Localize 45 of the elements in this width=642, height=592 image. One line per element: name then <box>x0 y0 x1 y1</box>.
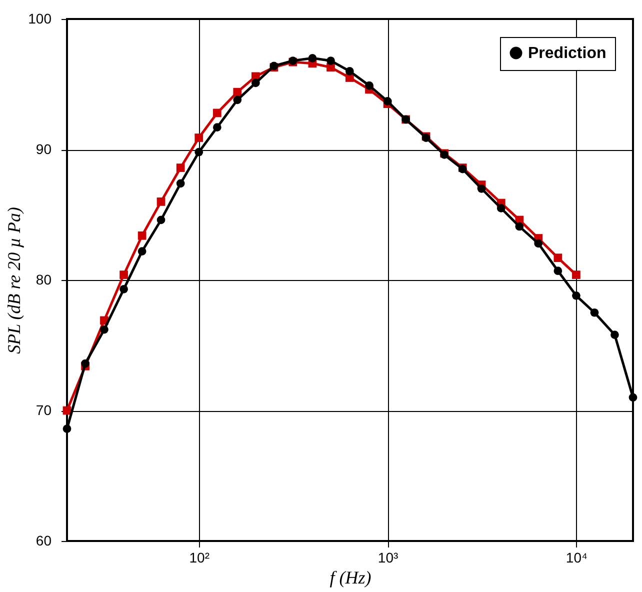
point <box>156 198 166 206</box>
x-tick-label: 10³ <box>378 550 398 566</box>
point <box>610 330 619 339</box>
point <box>138 247 146 256</box>
y-tick-label: 60 <box>36 532 52 548</box>
point <box>194 134 204 142</box>
point <box>120 284 128 294</box>
point <box>572 270 580 279</box>
point <box>156 216 166 224</box>
point <box>554 254 562 262</box>
point <box>308 54 317 62</box>
y-tick-label: 90 <box>36 141 52 157</box>
point <box>326 56 335 65</box>
point <box>534 239 543 248</box>
point <box>212 108 222 118</box>
point <box>81 359 90 368</box>
y-axis-title: SPL (dB re 20 µ Pa) <box>4 207 24 354</box>
point <box>62 424 72 433</box>
point <box>383 97 392 106</box>
legend-label: Prediction <box>528 45 606 62</box>
point <box>251 78 260 88</box>
point <box>590 308 599 317</box>
point <box>496 204 506 212</box>
point <box>233 96 242 104</box>
y-tick-label: 100 <box>28 10 52 26</box>
point <box>176 164 185 172</box>
point <box>194 148 204 156</box>
point <box>572 291 580 300</box>
y-tick-label: 80 <box>36 272 52 288</box>
point <box>346 67 354 76</box>
point <box>212 123 222 132</box>
point <box>138 231 146 240</box>
point <box>365 81 374 90</box>
point <box>233 88 242 96</box>
point <box>515 222 524 231</box>
point <box>120 270 128 279</box>
x-tick-label: 10² <box>189 550 210 566</box>
x-axis-title: f (Hz) <box>330 568 372 588</box>
point <box>100 325 108 334</box>
point <box>477 184 486 193</box>
x-tick-label: 10⁴ <box>566 550 588 566</box>
point <box>176 179 185 188</box>
point <box>628 393 638 402</box>
y-tick-label: 70 <box>36 402 52 418</box>
point <box>554 266 562 276</box>
